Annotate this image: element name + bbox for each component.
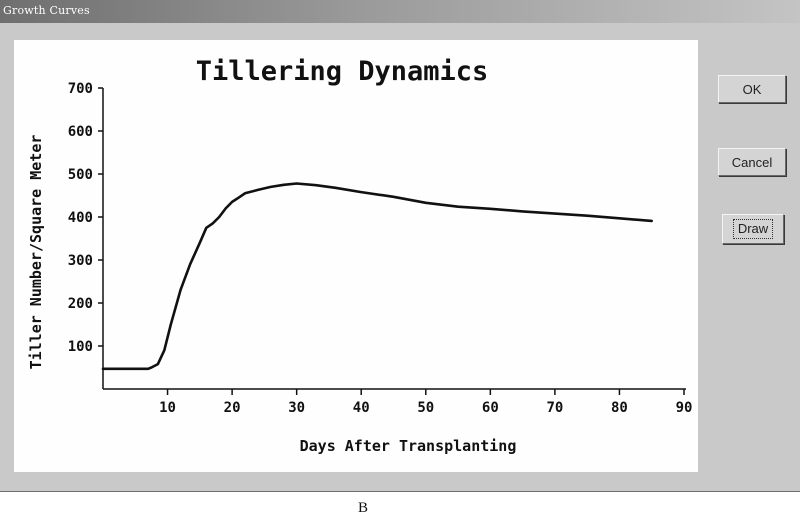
x-tick-label: 50 [417, 400, 434, 416]
y-tick-label: 100 [68, 339, 93, 355]
ok-button-label: OK [742, 81, 762, 97]
chart-panel: Tillering Dynamics 100 200 300 400 500 600 700… [14, 40, 698, 472]
x-tick-label: 10 [159, 400, 176, 416]
y-tick-label: 500 [68, 167, 93, 183]
x-tick-label: 70 [546, 400, 563, 416]
x-tick-label: 40 [353, 400, 370, 416]
cancel-button-label: Cancel [731, 154, 773, 170]
y-tick-label: 700 [68, 81, 93, 97]
window-title: Growth Curves [3, 4, 90, 17]
tillering-chart: Tillering Dynamics 100 200 300 400 500 600 700… [27, 56, 693, 455]
growth-curves-window: Growth Curves Tillering Dynamics 100 200 3… [0, 0, 800, 492]
tiller-series-line [101, 182, 653, 371]
y-tick-label: 300 [68, 253, 93, 269]
ok-button[interactable]: OK [718, 75, 786, 103]
y-tick-label: 200 [68, 296, 93, 312]
y-tick-label: 600 [68, 124, 93, 140]
x-tick-label: 30 [288, 400, 305, 416]
draw-button-label: Draw [732, 219, 774, 239]
figure-caption: B [357, 500, 368, 516]
cancel-button[interactable]: Cancel [718, 148, 786, 176]
window-titlebar[interactable]: Growth Curves [0, 0, 800, 23]
y-axis-label: Tiller Number/Square Meter [27, 135, 45, 370]
x-tick-label: 60 [482, 400, 499, 416]
x-tick-label: 80 [611, 400, 628, 416]
x-tick-label: 20 [224, 400, 241, 416]
chart-title: Tillering Dynamics [196, 56, 489, 87]
draw-button[interactable]: Draw [722, 214, 784, 244]
x-tick-label: 90 [676, 400, 693, 416]
x-axis-label: Days After Transplanting [300, 437, 517, 455]
y-tick-label: 400 [68, 210, 93, 226]
